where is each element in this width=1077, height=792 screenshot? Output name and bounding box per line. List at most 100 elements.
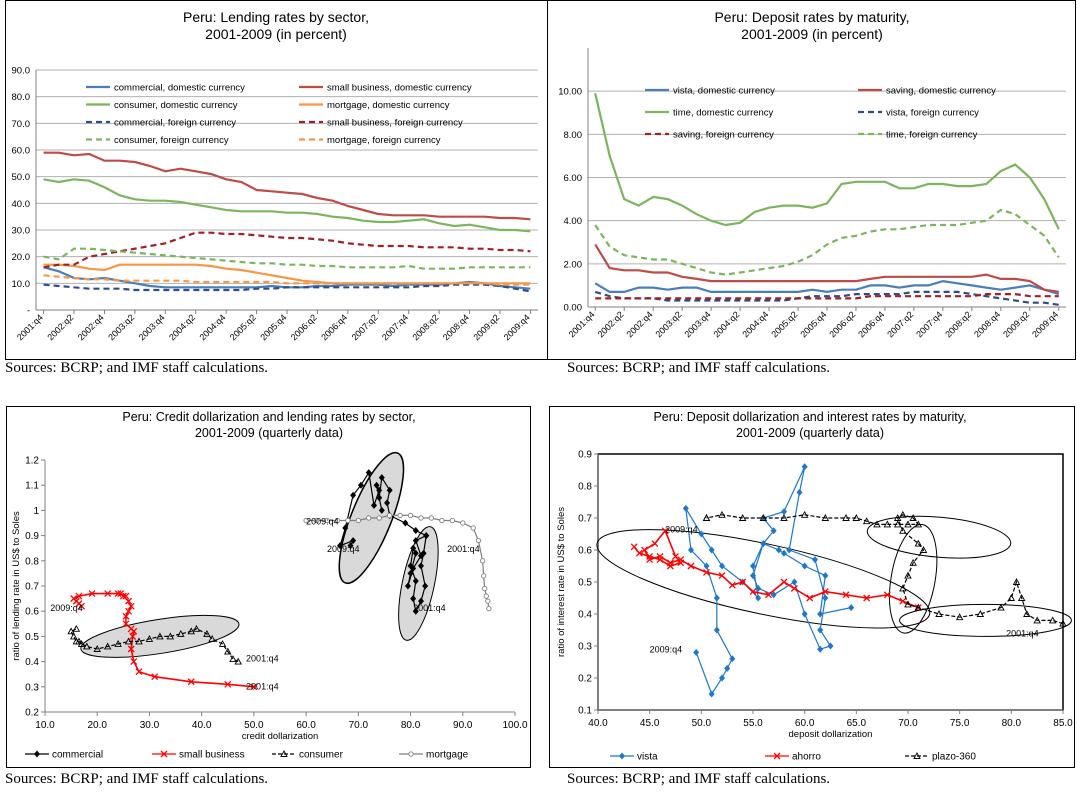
x-tick-label: 65.0 <box>847 718 867 729</box>
data-point <box>224 647 232 655</box>
data-point <box>376 515 382 521</box>
data-point <box>350 491 357 499</box>
y-tick-label: 0.5 <box>25 632 39 643</box>
data-point <box>724 664 731 672</box>
data-point <box>893 520 902 528</box>
data-point <box>479 558 486 564</box>
data-point <box>765 591 772 599</box>
x-tick-label: 45.0 <box>640 718 660 729</box>
data-point <box>127 645 135 653</box>
y-tick-label: 1 <box>33 506 39 517</box>
legend-label: vista, domestic currency <box>673 86 775 97</box>
data-point <box>67 627 75 635</box>
data-point <box>355 517 361 524</box>
data-point <box>122 612 130 620</box>
data-point <box>384 499 391 507</box>
x-tick-label: 10.0 <box>35 720 55 731</box>
data-point <box>781 508 787 516</box>
data-point <box>1012 578 1021 585</box>
data-point <box>806 594 814 602</box>
data-point <box>1048 616 1057 624</box>
data-point <box>904 600 912 608</box>
data-point <box>470 525 476 531</box>
x-tick-label: 2008:q4 <box>441 312 471 342</box>
series-line <box>306 514 490 609</box>
data-point <box>347 542 354 550</box>
data-point <box>786 546 793 554</box>
annotation-label: 2001:q4 <box>246 654 279 664</box>
x-tick-label: 2006:q4 <box>856 309 886 339</box>
data-point <box>817 610 824 618</box>
data-point <box>386 486 393 494</box>
data-point <box>687 562 695 570</box>
chart-title: 2001-2009 (quarterly data) <box>195 426 343 440</box>
x-tick-label: 2009:q4 <box>1030 309 1060 339</box>
y-tick-label: 1.2 <box>25 456 39 467</box>
data-point <box>177 629 185 637</box>
y-axis-label: ratio of lending rate in US$ to Soles <box>11 511 22 661</box>
data-point <box>187 627 195 635</box>
data-point <box>713 594 720 602</box>
data-point <box>103 642 112 650</box>
data-point <box>376 486 383 494</box>
data-point <box>914 603 923 611</box>
y-tick-label: 0.6 <box>578 546 592 557</box>
data-point <box>345 517 351 524</box>
source-note: Sources: BCRP; and IMF staff calculation… <box>567 360 831 376</box>
data-point <box>407 512 414 519</box>
data-point <box>342 524 349 532</box>
data-point <box>759 514 768 521</box>
data-point <box>129 632 137 640</box>
data-point <box>145 634 154 642</box>
data-point <box>418 562 424 570</box>
x-tick-label: 2003:q4 <box>137 312 167 342</box>
data-point <box>410 564 417 572</box>
x-tick-label: 2003:q2 <box>653 309 683 339</box>
data-point <box>661 527 669 535</box>
data-point <box>842 514 850 521</box>
data-point <box>755 594 762 602</box>
x-tick-label: 30.0 <box>140 720 160 731</box>
y-tick-label: 8.00 <box>564 130 583 141</box>
x-tick-label: 50.0 <box>692 718 712 729</box>
data-point <box>418 597 424 605</box>
series-line <box>43 247 531 270</box>
y-tick-label: 0.5 <box>578 578 592 589</box>
x-tick-label: 2007:q2 <box>350 312 380 342</box>
annotation-label: 2009:q4 <box>665 524 698 534</box>
highlight-ellipse <box>899 603 1072 637</box>
data-point <box>656 556 664 564</box>
data-point <box>224 680 232 688</box>
deposit-dollarization-chart-panel: Peru: Deposit dollarization and interest… <box>549 406 1075 768</box>
data-point <box>646 552 654 560</box>
x-tick-label: 2007:q2 <box>885 309 915 339</box>
data-point <box>481 573 487 579</box>
x-tick-label: 100.0 <box>502 720 527 731</box>
data-point <box>780 514 788 521</box>
data-point <box>229 655 237 663</box>
data-point <box>914 520 923 528</box>
x-tick-label: 2002:q2 <box>45 312 75 342</box>
source-note: Sources: BCRP; and IMF staff calculation… <box>5 360 269 376</box>
y-tick-label: 0.9 <box>25 531 39 542</box>
x-tick-label: 2009:q4 <box>502 312 532 342</box>
annotation-label: 2001:q4 <box>413 603 446 613</box>
x-tick-label: 2008:q4 <box>972 309 1002 339</box>
highlight-ellipse <box>596 529 931 629</box>
data-point <box>483 593 489 599</box>
data-point <box>125 607 133 615</box>
data-point <box>738 514 747 521</box>
y-tick-label: 0.1 <box>578 706 592 717</box>
data-point <box>708 690 715 698</box>
y-axis-label: ratio of interest rate in US$ to Soles <box>556 507 567 657</box>
data-point <box>800 510 809 518</box>
data-point <box>250 683 258 691</box>
chart-title: Peru: Deposit rates by maturity, <box>714 9 909 25</box>
data-point <box>160 750 168 758</box>
data-point <box>883 591 891 599</box>
legend-label: consumer, foreign currency <box>114 135 229 146</box>
data-point <box>350 537 357 545</box>
data-point <box>475 537 482 544</box>
data-point <box>303 517 309 524</box>
data-point <box>1059 619 1067 627</box>
